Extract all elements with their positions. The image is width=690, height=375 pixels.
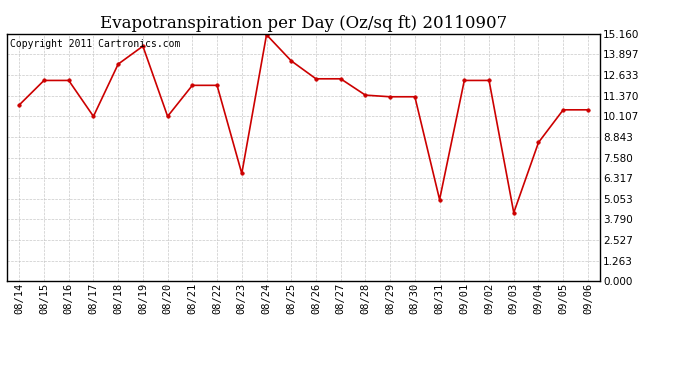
Text: Copyright 2011 Cartronics.com: Copyright 2011 Cartronics.com — [10, 39, 180, 49]
Title: Evapotranspiration per Day (Oz/sq ft) 20110907: Evapotranspiration per Day (Oz/sq ft) 20… — [100, 15, 507, 32]
